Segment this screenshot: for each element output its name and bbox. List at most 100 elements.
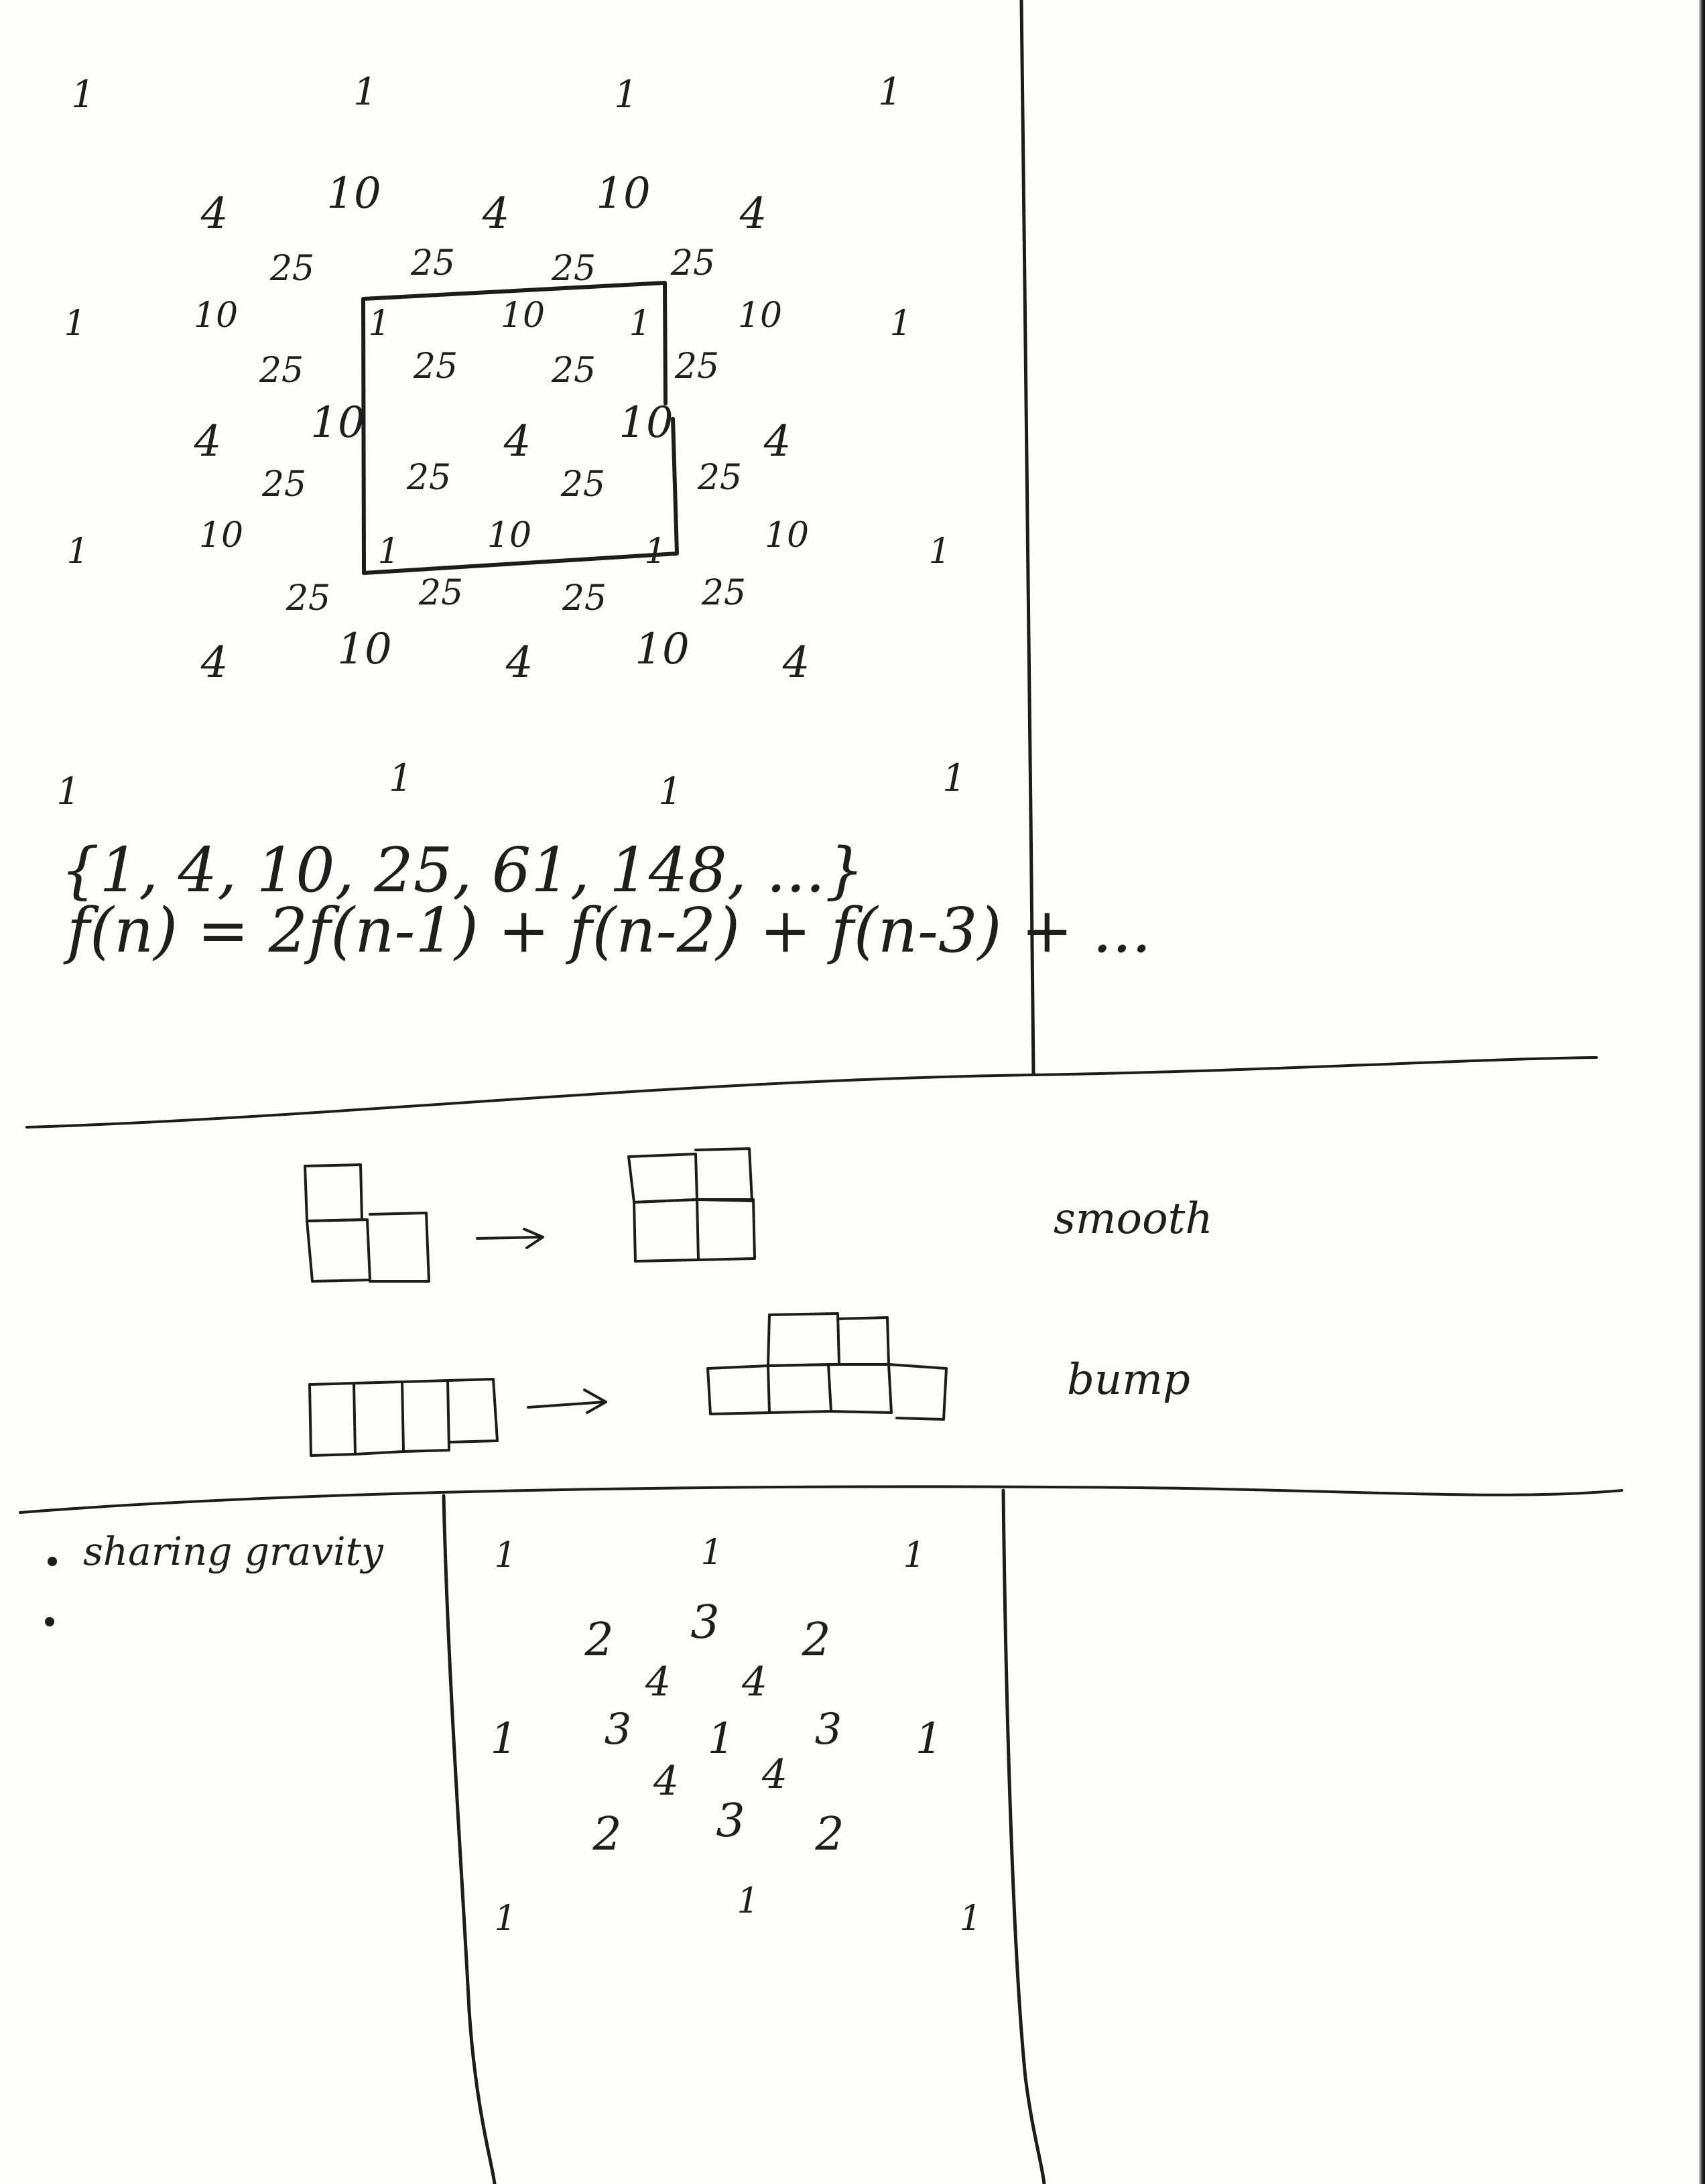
- bump-after-blocks: [706, 1312, 948, 1421]
- grid1-cell: 4: [763, 417, 792, 466]
- grid2-cell: 3: [690, 1596, 719, 1649]
- grid2-cell: 2: [814, 1808, 844, 1861]
- grid1-cell: 25: [562, 578, 607, 619]
- grid1-square-outline: [361, 281, 679, 575]
- sequence-set-text: {1, 4, 10, 25, 61, 148, ...}: [60, 834, 865, 906]
- grid1-cell: 25: [410, 243, 455, 283]
- grid2-cell: 1: [491, 1714, 518, 1764]
- grid1-cell: 25: [697, 458, 742, 498]
- grid2-cell: 4: [645, 1659, 671, 1706]
- grid1-cell: 10: [619, 398, 673, 448]
- smooth-label: smooth: [1054, 1194, 1213, 1244]
- grid1-cell: 10: [501, 296, 545, 336]
- grid1-cell: 1: [644, 531, 666, 572]
- grid2-cell: 1: [494, 1899, 516, 1939]
- grid1-cell: 4: [482, 189, 510, 239]
- grid1-cell: 10: [194, 296, 238, 336]
- grid1-cell: 1: [64, 304, 86, 344]
- grid2-cell: 1: [959, 1899, 981, 1939]
- vertical-divider-bottom-right: [1001, 1488, 1046, 2184]
- scan-edge: [1698, 0, 1705, 2184]
- grid1-cell: 25: [674, 346, 719, 387]
- grid2-cell: 1: [700, 1533, 722, 1573]
- bump-label: bump: [1067, 1355, 1190, 1405]
- grid1-cell: 25: [286, 578, 330, 619]
- smooth-arrow: [476, 1228, 544, 1249]
- grid1-cell: 1: [878, 70, 902, 114]
- grid2-cell: 2: [584, 1614, 613, 1667]
- grid1-cell: 25: [406, 458, 451, 498]
- grid1-cell: 4: [200, 638, 229, 688]
- vertical-divider-top: [1019, 0, 1035, 1076]
- grid1-cell: 10: [337, 625, 391, 674]
- grid1-cell: 1: [353, 70, 377, 114]
- grid1-cell: 1: [368, 304, 390, 344]
- grid1-cell: 25: [259, 350, 304, 391]
- grid2-cell: 1: [915, 1714, 943, 1764]
- grid1-cell: 25: [269, 249, 314, 289]
- grid2-cell: 3: [716, 1795, 745, 1848]
- grid2-cell: 3: [815, 1705, 842, 1754]
- grid1-cell: 10: [326, 169, 381, 218]
- grid1-cell: 1: [56, 770, 80, 814]
- grid1-cell: 4: [503, 417, 531, 466]
- grid2-cell: 1: [737, 1881, 759, 1921]
- grid1-cell: 1: [66, 531, 88, 572]
- horizontal-divider-2: [19, 1485, 1623, 1514]
- grid1-cell: 4: [200, 189, 229, 239]
- grid1-cell: 1: [377, 531, 399, 572]
- grid1-cell: 1: [389, 757, 413, 800]
- smooth-transform-diagram: [304, 1147, 756, 1283]
- note-bullet-1: sharing gravity: [83, 1529, 384, 1574]
- grid1-numbers: 1 1 1 14 10 4 10 425 25 25 251 10 1 10 1 10 125 25 25 254 10…: [56, 70, 966, 814]
- grid1-cell: 1: [889, 304, 911, 344]
- grid1-cell: 10: [487, 515, 531, 556]
- bump-transform-diagram: [308, 1312, 948, 1457]
- grid1-cell: 10: [765, 515, 809, 556]
- grid1-cell: 25: [551, 350, 596, 391]
- bump-arrow: [527, 1389, 607, 1414]
- grid2-cell: 2: [801, 1614, 830, 1667]
- grid2-cell: 4: [653, 1758, 679, 1805]
- grid2-numbers: 1 1 12 3 24 41 3 1 3 14 42 3 21 1 1: [491, 1533, 982, 1939]
- recurrence-formula: f(n) = 2f(n-1) + f(n-2) + f(n-3) + ...: [63, 895, 1151, 966]
- smooth-before-blocks: [304, 1163, 430, 1283]
- grid1-cell: 1: [71, 73, 95, 117]
- grid2-cell: 4: [761, 1751, 787, 1798]
- grid1-cell: 1: [629, 304, 651, 344]
- grid1-cell: 10: [310, 398, 365, 448]
- grid2-cell: 1: [903, 1535, 925, 1576]
- grid1-cell: 4: [505, 638, 533, 688]
- grid2-cell: 1: [494, 1535, 516, 1576]
- grid1-cell: 4: [782, 638, 810, 688]
- grid1-cell: 25: [701, 573, 746, 613]
- grid1-cell: 1: [614, 73, 638, 117]
- grid1-cell: 25: [670, 243, 715, 283]
- grid2-cell: 4: [741, 1659, 767, 1706]
- grid1-cell: 1: [658, 770, 682, 814]
- grid1-cell: 4: [194, 417, 222, 466]
- grid1-cell: 10: [635, 625, 689, 674]
- bullet-dot-1: [48, 1557, 57, 1566]
- divider-lines: [19, 0, 1623, 2184]
- grid1-cell: 25: [261, 464, 306, 505]
- grid1-cell: 10: [596, 169, 650, 218]
- horizontal-divider-1: [25, 1056, 1598, 1129]
- grid2-cell: 3: [605, 1705, 632, 1754]
- grid1-cell: 4: [739, 189, 767, 239]
- grid1-cell: 10: [199, 515, 243, 556]
- grid1-cell: 1: [942, 757, 966, 800]
- vertical-divider-bottom-left: [442, 1494, 497, 2184]
- grid1-cell: 10: [738, 296, 782, 336]
- bump-before-blocks: [308, 1378, 499, 1457]
- grid1-cell: 25: [551, 249, 596, 289]
- grid1-cell: 25: [560, 464, 605, 505]
- grid2-cell: 1: [708, 1714, 735, 1764]
- bullet-dot-2: [45, 1617, 54, 1626]
- smooth-after-blocks: [627, 1147, 756, 1263]
- grid1-cell: 25: [413, 346, 458, 387]
- grid2-cell: 2: [592, 1808, 621, 1861]
- grid1-cell: 1: [928, 531, 950, 572]
